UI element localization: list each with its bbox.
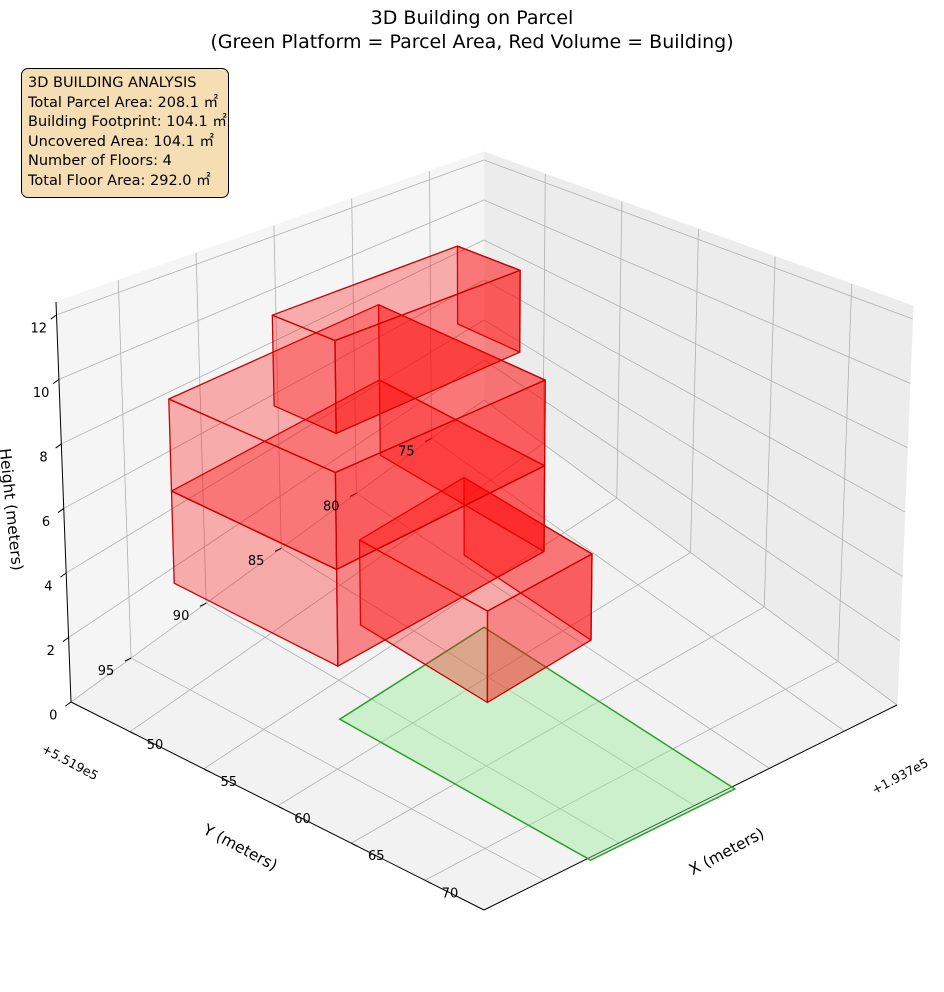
grid-z-left-wall [70, 399, 485, 703]
y-tick-75-tick [424, 437, 432, 442]
grid-x-floor [277, 552, 691, 807]
z-tick-0-tick [65, 701, 72, 707]
z-tick-10-tick [52, 379, 60, 384]
x-tick-50-tick [129, 731, 137, 736]
y-tick-80-tick [349, 492, 357, 497]
x-tick-70-label: 70 [442, 886, 459, 901]
floor-3-top-face [168, 304, 546, 474]
parcel-platform [338, 626, 737, 862]
y-tick-75-label: 75 [398, 444, 415, 459]
grid-x-floor [203, 497, 617, 770]
grid-z-right-wall [483, 199, 911, 384]
x-offset-label: +1.937e5 [869, 755, 931, 797]
y-tick-85-tick [274, 547, 282, 552]
axis-panes [55, 151, 914, 911]
plot-scene [168, 245, 737, 862]
grid-y-wall [117, 280, 132, 659]
grid-z-right-wall [483, 239, 908, 448]
info-floor-area: Total Floor Area: 292.0 ㎡ [28, 172, 211, 189]
grid-x-wall [837, 283, 853, 662]
chart-title-line-2: (Green Platform = Parcel Area, Red Volum… [210, 31, 734, 53]
x-tick-60-label: 60 [294, 812, 311, 827]
tick-marks [50, 314, 432, 884]
y-tick-95-tick [124, 657, 132, 662]
z-tick-0-label: 0 [49, 708, 57, 723]
grid-x-wall [542, 173, 546, 444]
grid-x-wall [616, 201, 623, 499]
grid-y-wall [351, 198, 357, 494]
x-tick-55-label: 55 [220, 775, 237, 790]
grid-x-wall [690, 228, 699, 553]
grid-z-right-wall [483, 319, 903, 577]
y-tick-80-label: 80 [323, 499, 340, 514]
x-axis-label: X (meters) [686, 824, 767, 879]
x-tick-50-label: 50 [147, 738, 164, 753]
z-tick-6-label: 6 [42, 515, 50, 530]
x-tick-55-tick [203, 768, 211, 773]
z-tick-2-tick [62, 637, 69, 643]
info-uncovered-area: Uncovered Area: 104.1 ㎡ [28, 133, 215, 150]
chart-title-line-1: 3D Building on Parcel [370, 7, 574, 29]
grid-y-wall [195, 252, 207, 604]
grid-x-floor [351, 606, 765, 844]
info-floors: Number of Floors: 4 [28, 153, 172, 170]
x-axis-line [483, 704, 898, 911]
floor-4-top-face [271, 245, 521, 342]
y-axis-label: Y (meters) [199, 820, 280, 874]
floor-1-top-face [358, 476, 593, 612]
grid-z-right-wall [483, 399, 898, 706]
grid-z-right-wall [483, 279, 905, 513]
z-tick-12-label: 12 [30, 321, 47, 336]
y-tick-85-label: 85 [248, 554, 265, 569]
x-tick-65-tick [351, 842, 358, 847]
info-parcel-area: Total Parcel Area: 208.1 ㎡ [28, 94, 219, 111]
z-axis-label: Height (meters) [0, 447, 26, 571]
grid-y-floor [356, 493, 770, 769]
info-building-footprint: Building Footprint: 104.1 ㎡ [28, 114, 227, 131]
z-tick-4-tick [60, 572, 67, 578]
grid-z-left-wall [56, 159, 485, 316]
grid-y-floor [205, 602, 620, 844]
x-tick-70-tick [424, 879, 432, 884]
grid-y-floor [130, 657, 545, 881]
grid-x-wall [763, 256, 776, 607]
z-tick-2-label: 2 [47, 644, 55, 659]
y-tick-90-label: 90 [173, 609, 190, 624]
y-offset-label: +5.519e5 [39, 741, 101, 783]
z-tick-4-label: 4 [44, 579, 52, 594]
z-tick-10-label: 10 [33, 386, 50, 401]
y-tick-95-label: 95 [98, 664, 115, 679]
grid-z-left-wall [68, 359, 485, 638]
z-tick-12-tick [50, 314, 57, 320]
x-tick-65-label: 65 [368, 849, 385, 864]
info-heading: 3D BUILDING ANALYSIS [28, 75, 197, 91]
grid-y-wall [273, 225, 282, 549]
x-tick-60-tick [277, 805, 284, 810]
z-tick-8-tick [55, 443, 62, 449]
z-axis-line [55, 301, 72, 703]
grid-z-right-wall [483, 359, 900, 641]
grid-z-right-wall [483, 159, 913, 320]
y-tick-90-tick [199, 602, 207, 607]
grid-z-left-wall [58, 199, 485, 380]
z-tick-8-label: 8 [39, 450, 47, 465]
chart-title: 3D Building on Parcel (Green Platform = … [0, 6, 944, 54]
analysis-info-box: 3D BUILDING ANALYSIS Total Parcel Area: … [21, 68, 229, 198]
z-tick-6-tick [57, 508, 65, 513]
grid-x-floor [424, 661, 839, 881]
